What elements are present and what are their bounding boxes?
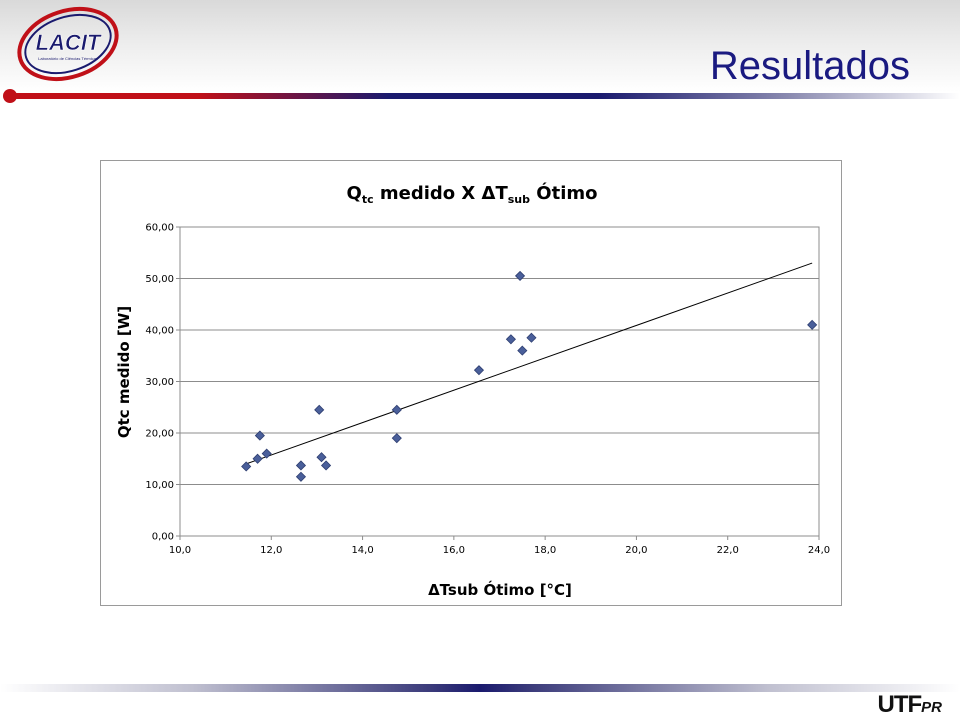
x-tick-label: 24,0 xyxy=(808,545,830,556)
x-tick-label: 14,0 xyxy=(351,545,373,556)
x-axis-label: ΔTsub Ótimo [°C] xyxy=(428,580,572,599)
utfpr-logo: UTFPR xyxy=(878,692,943,721)
header-rule-dot xyxy=(3,89,17,103)
footer-rule xyxy=(0,684,960,692)
chart-frame: Qtc medido X ΔTsub Ótimo 10,0 12,0 14,0 16,… xyxy=(100,160,842,606)
data-point xyxy=(526,332,537,343)
y-tick-label: 60,00 xyxy=(145,223,174,234)
x-tick-label: 18,0 xyxy=(534,545,556,556)
data-point xyxy=(252,453,263,464)
y-tick-label: 30,00 xyxy=(145,377,174,388)
header-band xyxy=(0,0,960,92)
y-tick-label: 10,00 xyxy=(145,480,174,491)
data-point xyxy=(391,433,402,444)
y-tick-label: 0,00 xyxy=(152,532,174,543)
utfpr-logo-suffix: PR xyxy=(921,699,942,716)
trendline xyxy=(246,262,813,465)
header-rule xyxy=(8,93,960,99)
data-point xyxy=(320,460,332,471)
x-tick-label: 16,0 xyxy=(443,545,465,556)
x-tick-labels: 10,0 12,0 14,0 16,0 18,0 20,0 22,0 24,0 xyxy=(169,545,830,556)
x-tick-label: 22,0 xyxy=(717,545,739,556)
data-point xyxy=(517,345,528,356)
y-tick-label: 50,00 xyxy=(145,274,174,285)
data-point xyxy=(473,365,485,376)
logo-text: LACIT xyxy=(36,30,102,55)
scatter-chart: Qtc medido X ΔTsub Ótimo 10,0 12,0 14,0 16,… xyxy=(115,182,830,599)
logo-subtext: Laboratório de Ciências Térmicas xyxy=(38,56,98,61)
data-point xyxy=(514,270,526,281)
data-point xyxy=(316,452,327,463)
lacit-logo: LACIT Laboratório de Ciências Térmicas xyxy=(17,7,119,81)
data-point xyxy=(241,461,252,472)
y-tick-label: 20,00 xyxy=(145,429,174,440)
data-point xyxy=(261,448,272,459)
chart-title: Qtc medido X ΔTsub Ótimo xyxy=(347,182,598,206)
page-title: Resultados xyxy=(709,44,910,88)
data-point xyxy=(314,404,325,415)
gridlines xyxy=(176,226,820,540)
y-axis-label: Qtc medido [W] xyxy=(115,306,133,438)
x-tick-label: 10,0 xyxy=(169,545,191,556)
data-point xyxy=(254,430,265,441)
y-tick-label: 40,00 xyxy=(145,326,174,337)
data-point xyxy=(391,404,402,415)
x-tick-label: 12,0 xyxy=(260,545,282,556)
x-tick-label: 20,0 xyxy=(625,545,647,556)
utfpr-logo-main: UTF xyxy=(877,691,923,718)
data-point xyxy=(505,334,516,345)
data-points xyxy=(241,270,818,482)
plot-area xyxy=(179,226,820,537)
data-point xyxy=(807,319,818,330)
y-tick-labels: 0,00 10,00 20,00 30,00 40,00 50,00 60,00 xyxy=(145,223,174,543)
data-point xyxy=(295,460,307,471)
data-point xyxy=(295,471,307,482)
